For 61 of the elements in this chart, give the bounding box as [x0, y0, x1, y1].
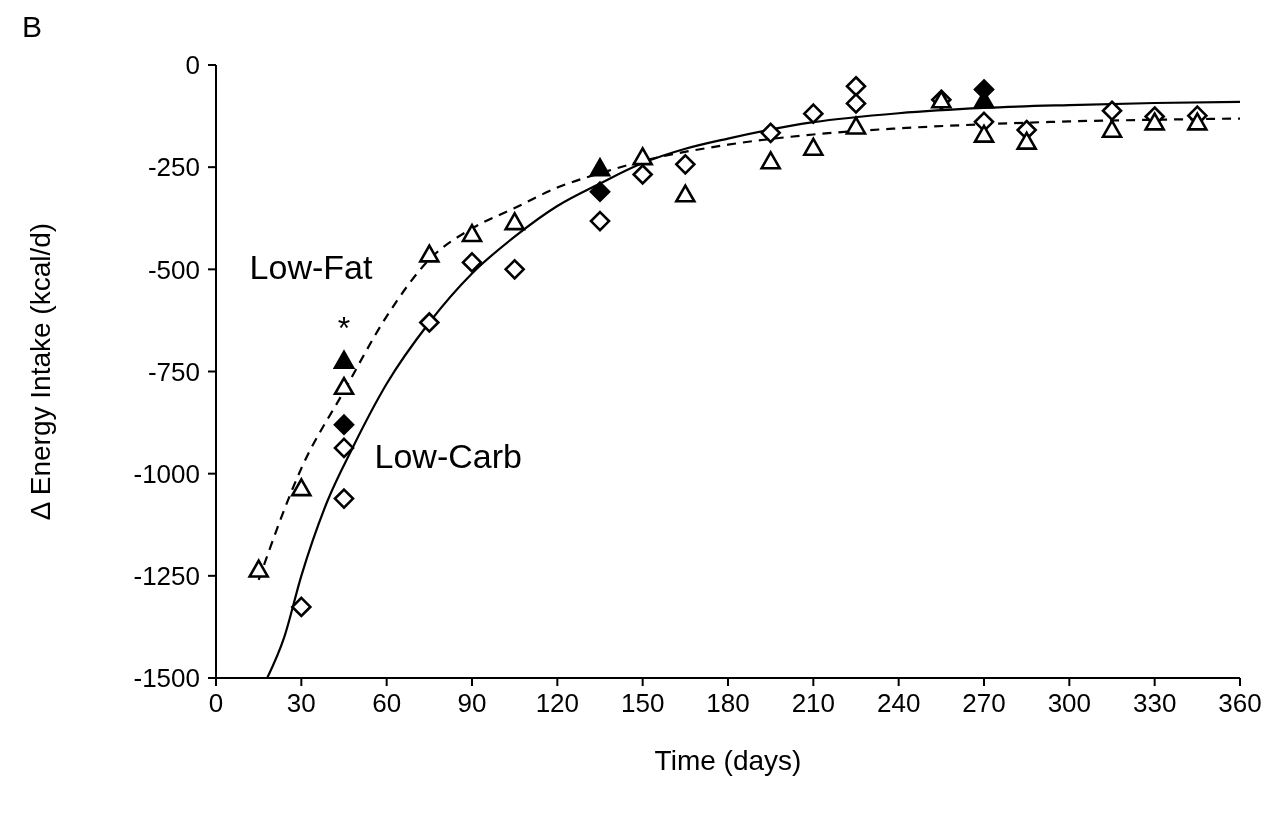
- point: [333, 350, 355, 369]
- point: [1144, 112, 1165, 131]
- point: [291, 478, 312, 497]
- text: B: [22, 10, 43, 44]
- x-tick-label: 150: [620, 688, 665, 719]
- x-tick-label: 210: [791, 688, 836, 719]
- x-tick-label: 330: [1132, 688, 1177, 719]
- point: [461, 223, 483, 243]
- point: [333, 376, 355, 396]
- point: [461, 252, 483, 273]
- point: [248, 559, 269, 578]
- point: [589, 158, 611, 177]
- point: [632, 147, 653, 166]
- point: [1016, 131, 1037, 150]
- x-tick-label: 270: [962, 688, 1006, 719]
- point: [504, 259, 525, 280]
- point: [333, 414, 355, 435]
- annotation: *: [337, 309, 351, 346]
- series-label: Low-Fat: [249, 248, 373, 287]
- point: [504, 212, 525, 231]
- point: [419, 244, 440, 263]
- point: [973, 124, 995, 143]
- point: [760, 151, 781, 170]
- y-tick-label: -1500: [133, 663, 200, 694]
- x-tick-label: 30: [286, 688, 316, 719]
- x-tick-label: 180: [706, 688, 750, 719]
- point: [419, 312, 440, 333]
- point: [333, 488, 355, 509]
- y-tick-label: 0: [185, 50, 200, 81]
- x-tick-label: 60: [372, 688, 402, 719]
- x-tick-label: 90: [457, 688, 487, 719]
- point: [333, 437, 355, 459]
- x-axis-title: Time (days): [654, 745, 802, 776]
- point: [291, 596, 312, 618]
- point: [803, 103, 824, 124]
- y-tick-label: -1250: [133, 561, 200, 592]
- point: [632, 164, 653, 185]
- point: [845, 93, 867, 114]
- point: [845, 75, 867, 97]
- point: [675, 154, 696, 175]
- point: [803, 137, 824, 157]
- point: [1101, 100, 1123, 122]
- y-tick-label: -1000: [133, 458, 200, 489]
- x-tick-label: 360: [1218, 688, 1262, 719]
- y-axis-title: Δ Energy Intake (kcal/d): [24, 222, 56, 521]
- x-tick-label: 300: [1047, 688, 1092, 719]
- point: [1187, 112, 1208, 131]
- series-label: Low-Carb: [374, 436, 522, 475]
- point: [1101, 119, 1123, 139]
- y-tick-label: -250: [147, 152, 200, 183]
- y-tick-label: -500: [147, 254, 200, 285]
- point: [589, 210, 611, 232]
- point: [845, 116, 867, 135]
- x-tick-label: 240: [876, 688, 921, 719]
- point: [760, 122, 781, 144]
- x-tick-label: 120: [535, 688, 580, 719]
- point: [589, 181, 611, 202]
- y-tick-label: -750: [147, 356, 200, 387]
- x-tick-label: 0: [208, 688, 224, 719]
- point: [675, 184, 696, 203]
- point: [973, 79, 995, 100]
